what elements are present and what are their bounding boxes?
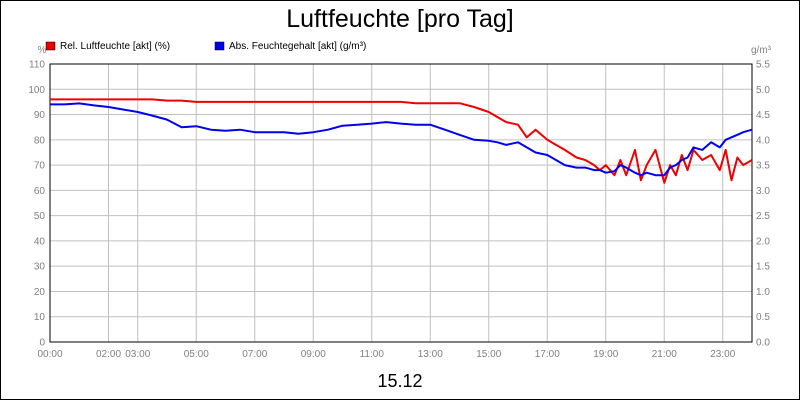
x-tick-label: 23:00 <box>710 349 735 360</box>
y-left-tick-label: 70 <box>34 161 46 172</box>
axis-ticks: 0 10 20 30 40 50 60 70 80 90 100 110 0.0 0.5 1.0 1.5 2.0… <box>28 60 770 361</box>
y-left-tick-label: 60 <box>34 186 46 197</box>
x-tick-label: 05:00 <box>184 349 209 360</box>
y-left-tick-label: 90 <box>34 110 46 121</box>
y-left-tick-label: 10 <box>34 312 46 323</box>
x-tick-label: 07:00 <box>242 349 267 360</box>
series-line-abs-humidity <box>50 102 753 177</box>
y-left-tick-label: 30 <box>34 262 46 273</box>
y-right-tick-label: 3.5 <box>756 161 770 172</box>
x-tick-label: 19:00 <box>593 349 618 360</box>
y-left-tick-label: 100 <box>28 85 45 96</box>
y-left-tick-label: 0 <box>39 338 45 349</box>
y-left-tick-label: 50 <box>34 211 46 222</box>
series-line-rel-humidity <box>50 98 753 184</box>
y-left-tick-label: 80 <box>34 135 46 146</box>
legend-swatch-rel-humidity <box>45 41 56 51</box>
x-tick-label: 21:00 <box>652 349 677 360</box>
y-left-tick-label: 20 <box>34 287 46 298</box>
x-tick-label: 00:00 <box>37 349 62 360</box>
left-axis-unit: % <box>38 45 47 56</box>
legend-label-abs-humidity: Abs. Feuchtegehalt [akt] (g/m³) <box>229 41 366 52</box>
plot-area <box>49 63 753 343</box>
y-left-tick-label: 40 <box>34 236 46 247</box>
y-right-tick-label: 2.5 <box>756 211 770 222</box>
y-right-tick-label: 0.5 <box>756 312 770 323</box>
x-tick-label: 03:00 <box>125 349 150 360</box>
x-tick-label: 02:00 <box>96 349 121 360</box>
grid <box>50 64 752 342</box>
x-tick-label: 15:00 <box>476 349 501 360</box>
y-right-tick-label: 5.0 <box>756 85 770 96</box>
right-axis-unit: g/m³ <box>751 45 772 56</box>
x-tick-label: 11:00 <box>360 349 385 360</box>
date-label: 15.12 <box>377 371 422 391</box>
y-right-tick-label: 1.5 <box>756 262 770 273</box>
y-right-tick-label: 3.0 <box>756 186 770 197</box>
x-tick-label: 09:00 <box>301 349 326 360</box>
legend-swatch-abs-humidity <box>214 41 225 51</box>
x-tick-label: 13:00 <box>418 349 443 360</box>
y-right-tick-label: 2.0 <box>756 236 770 247</box>
y-right-tick-label: 4.5 <box>756 110 770 121</box>
y-right-tick-label: 0.0 <box>756 338 770 349</box>
chart-title: Luftfeuchte [pro Tag] <box>286 5 513 33</box>
y-right-tick-label: 5.5 <box>756 60 770 71</box>
x-tick-label: 17:00 <box>535 349 560 360</box>
y-left-tick-label: 110 <box>29 60 45 71</box>
series-layer <box>50 98 753 184</box>
legend-label-rel-humidity: Rel. Luftfeuchte [akt] (%) <box>60 41 170 52</box>
y-right-tick-label: 4.0 <box>756 135 770 146</box>
y-right-tick-label: 1.0 <box>756 287 770 298</box>
